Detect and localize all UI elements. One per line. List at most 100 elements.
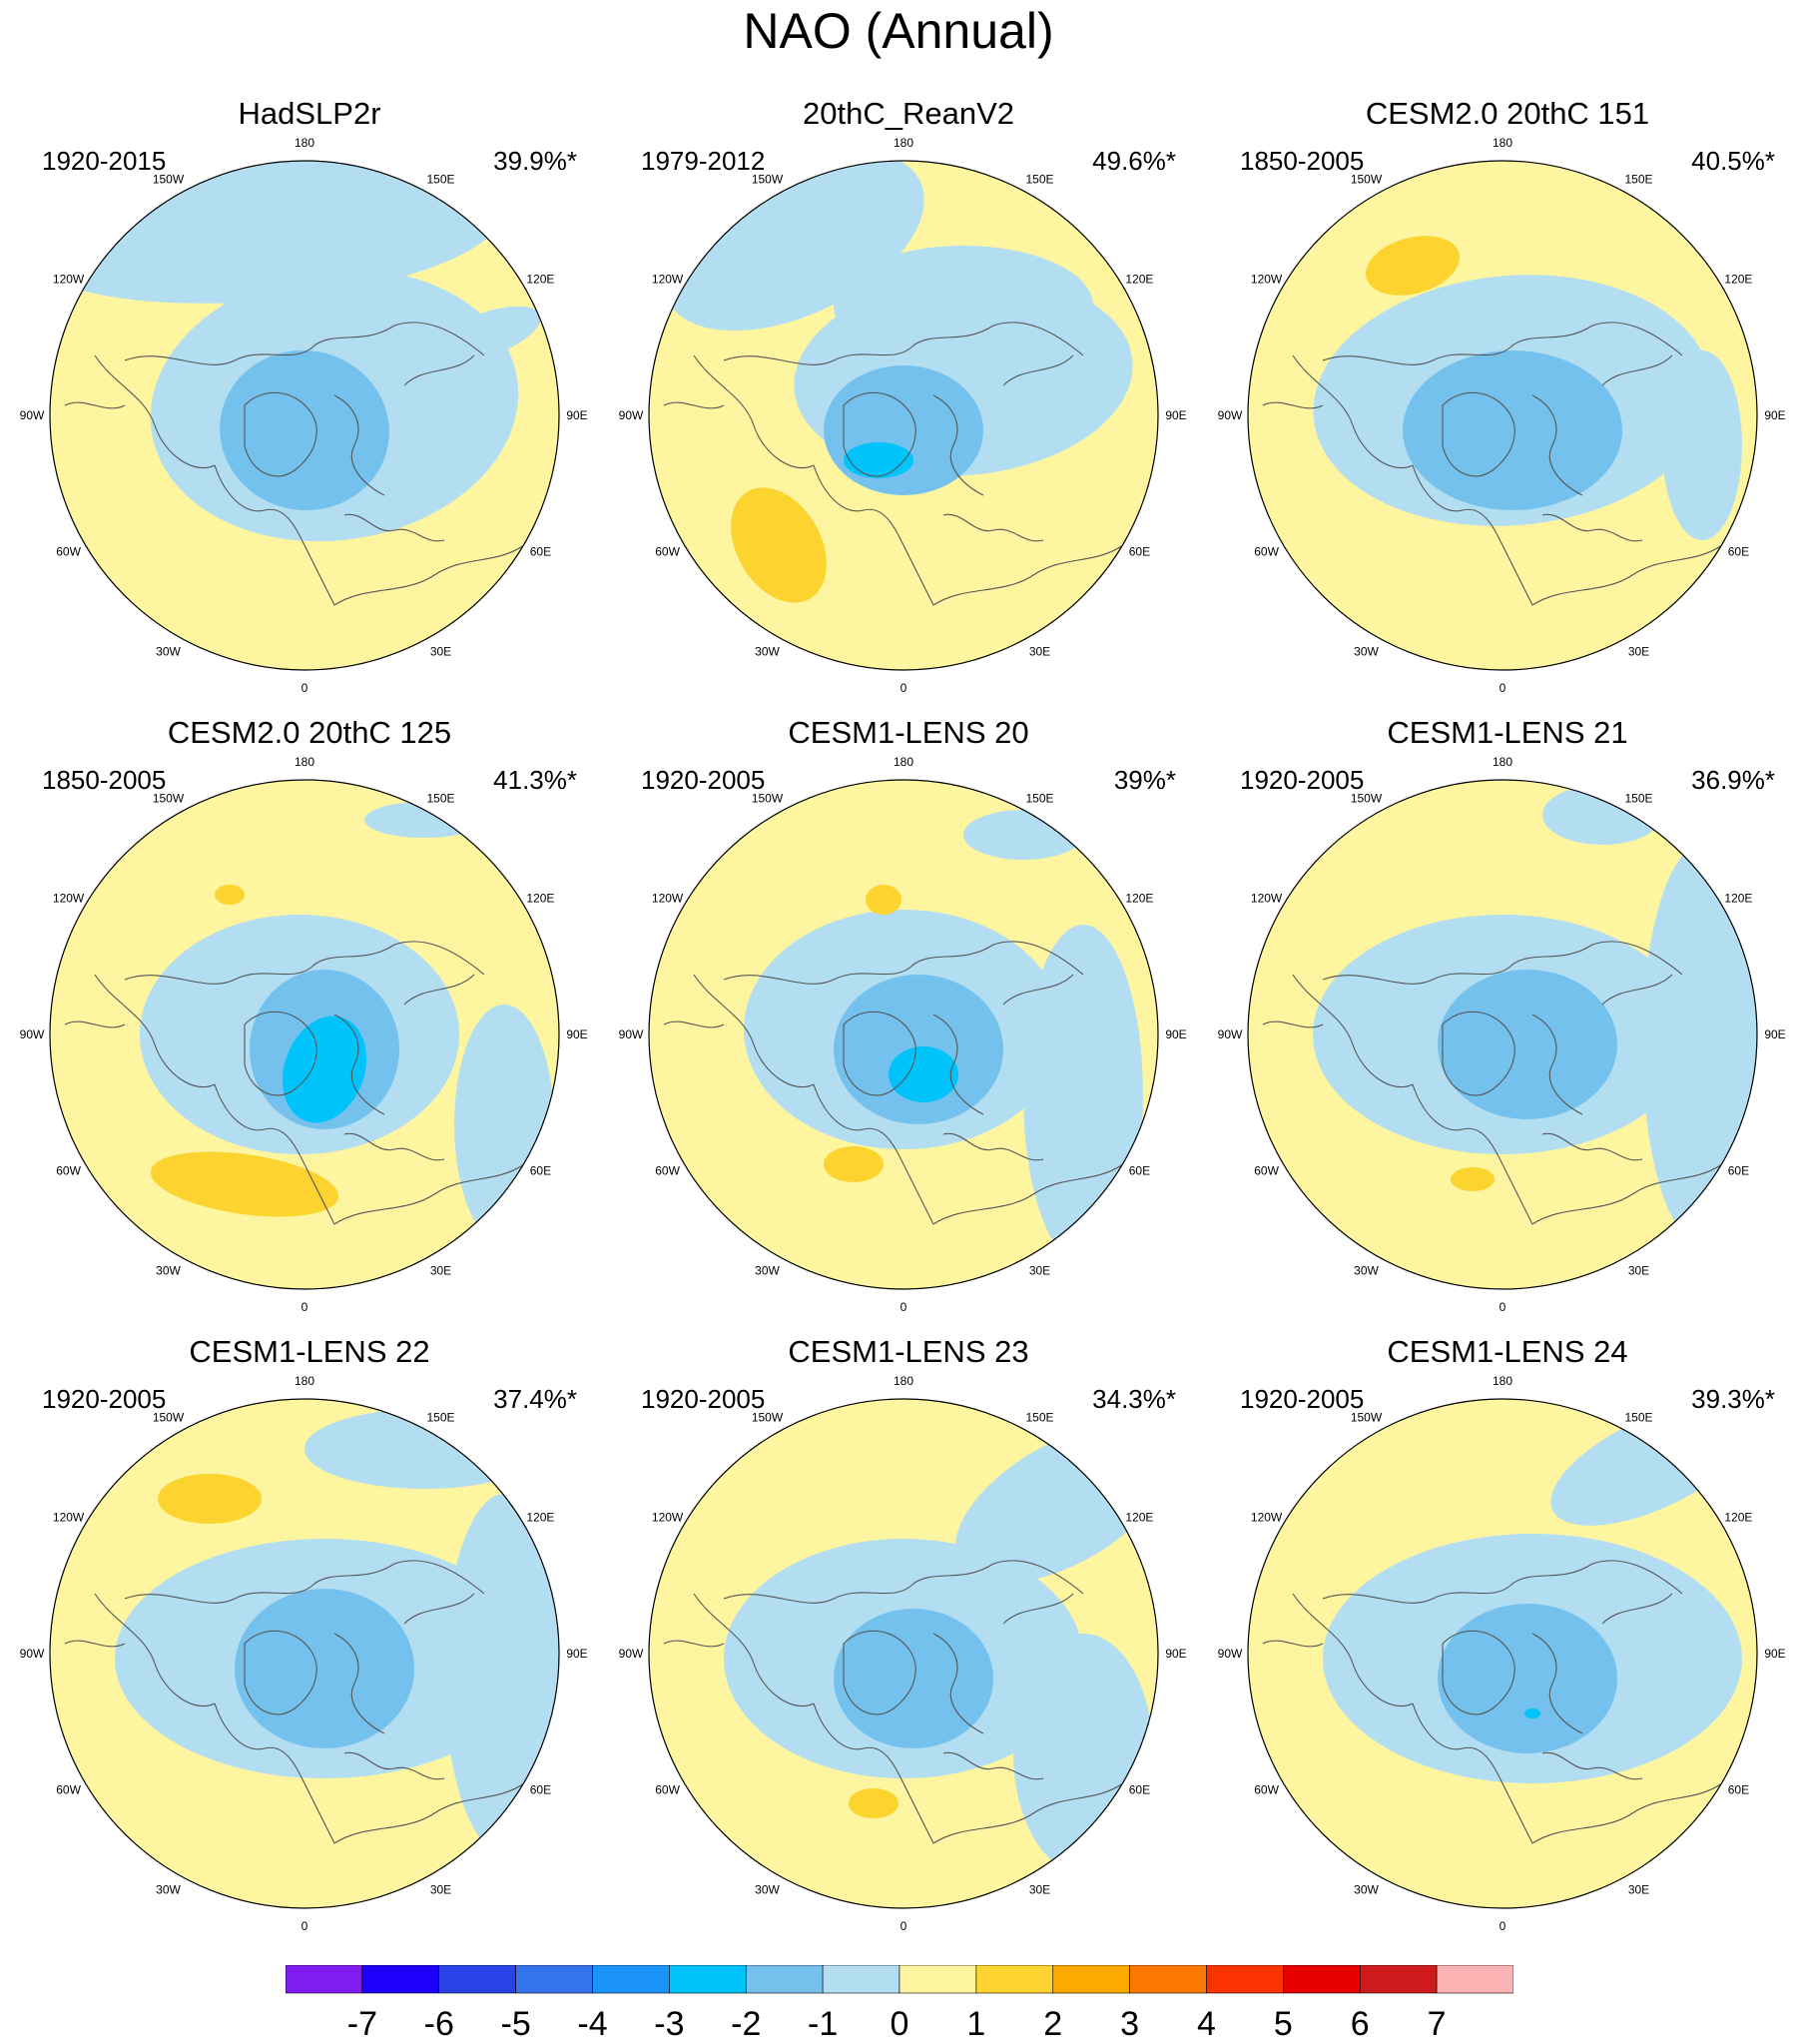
panel-percent: 39%*: [1113, 765, 1176, 795]
map-border: [49, 1398, 560, 1909]
coastline: [333, 1782, 525, 1844]
longitude-label: 60E: [1728, 545, 1749, 559]
colorbar-label: -1: [808, 2005, 838, 2043]
colorbar-label: -6: [424, 2005, 454, 2043]
anomaly-contour: [866, 885, 901, 915]
anomaly-contour: [215, 885, 245, 905]
coastline: [723, 322, 1084, 365]
coastline: [403, 1593, 475, 1625]
panel-period: 1920-2005: [641, 1384, 766, 1414]
coastlines: [663, 322, 1124, 606]
longitude-label: 150E: [1624, 1411, 1652, 1425]
coastline: [333, 1163, 525, 1225]
colorbar-label: -2: [731, 2005, 761, 2043]
coastline: [1002, 974, 1074, 1006]
longitude-label: 180: [295, 1374, 314, 1388]
coastline: [1262, 1021, 1324, 1028]
longitude-label: 180: [1493, 1374, 1512, 1388]
longitude-label: 120E: [526, 1511, 554, 1525]
coastline: [1541, 1132, 1643, 1161]
colorbar-swatch: [286, 1965, 363, 1994]
coastline: [1412, 1703, 1533, 1844]
map-panel-hadslp2r: HadSLP2r 1920-2015 39.9%* 180 150E 120E 90E…: [20, 96, 589, 695]
longitude-label: 60E: [1728, 1783, 1749, 1797]
coastline: [1531, 1782, 1723, 1844]
colorbar-label: -4: [577, 2005, 607, 2043]
coastline: [813, 464, 934, 606]
panel-title: CESM1-LENS 24: [1387, 1334, 1628, 1369]
coastline: [94, 1593, 216, 1707]
longitude-label: 150W: [153, 792, 185, 806]
panel-period: 1850-2005: [1240, 146, 1365, 176]
colorbar-swatch: [1436, 1965, 1513, 1994]
panel-percent: 49.6%*: [1092, 146, 1176, 176]
coastline: [1002, 1593, 1074, 1625]
longitude-label: 90W: [20, 408, 45, 422]
panel-title: CESM2.0 20thC 151: [1365, 96, 1650, 131]
coastline: [1412, 1083, 1533, 1225]
coastline: [1412, 464, 1533, 606]
longitude-label: 60W: [56, 1164, 81, 1178]
longitude-label: 30W: [156, 1263, 181, 1277]
longitude-label: 120E: [1125, 273, 1153, 287]
coastline: [932, 1163, 1124, 1225]
longitude-label: 60E: [530, 1164, 551, 1178]
longitude-label: 90E: [566, 1027, 587, 1041]
coastline: [1322, 941, 1683, 985]
coastline: [1541, 1751, 1643, 1780]
map-border: [648, 1398, 1159, 1909]
colorbar-label: 6: [1351, 2005, 1370, 2043]
coastlines: [64, 941, 525, 1225]
panel-percent: 39.3%*: [1691, 1384, 1775, 1414]
coastline: [1541, 513, 1643, 542]
longitude-label: 0: [900, 1919, 907, 1933]
longitude-label: 30E: [430, 1263, 451, 1277]
coastline: [1531, 1633, 1583, 1734]
longitude-label: 90E: [1764, 1027, 1785, 1041]
anomaly-contour: [1438, 970, 1617, 1119]
coastline: [932, 1782, 1124, 1844]
coastline: [843, 391, 916, 477]
coastline: [932, 1014, 984, 1115]
coastline: [1292, 354, 1414, 469]
polar-map: 180 150E 120E 90E 60E 30E 0 30W 60W 90W 120W 150W: [20, 136, 588, 695]
colorbar-swatch: [669, 1965, 747, 1994]
longitude-label: 120W: [652, 1511, 684, 1525]
coastline: [1531, 1163, 1723, 1225]
longitude-label: 150E: [1025, 792, 1053, 806]
longitude-label: 120W: [1251, 1511, 1283, 1525]
colorbar-swatch: [1359, 1965, 1438, 1994]
longitude-label: 30W: [1354, 1882, 1379, 1896]
colorbar-swatch: [1129, 1965, 1207, 1994]
colorbar-swatch: [822, 1965, 900, 1994]
map-panel-cesm1-lens-24: CESM1-LENS 24 1920-2005 39.3%* 180 150E 12…: [1218, 1334, 1787, 1933]
longitude-label: 30E: [430, 1882, 451, 1896]
longitude-label: 0: [900, 1300, 907, 1314]
colorbar-label: -5: [501, 2005, 531, 2043]
colorbar-label: 2: [1043, 2005, 1062, 2043]
longitude-label: 150E: [1624, 792, 1652, 806]
coastline: [343, 513, 445, 542]
anomaly-contour: [1524, 1708, 1540, 1718]
longitude-label: 60W: [1254, 1164, 1279, 1178]
longitude-label: 90W: [619, 1027, 644, 1041]
longitude-label: 60E: [530, 1783, 551, 1797]
longitude-label: 180: [295, 136, 314, 150]
coastline: [813, 1703, 934, 1844]
colorbar-swatch: [975, 1965, 1054, 1994]
panel-title: CESM1-LENS 23: [788, 1334, 1029, 1369]
longitude-label: 120E: [1724, 892, 1752, 906]
coastline: [693, 1593, 815, 1707]
anomaly-contour: [889, 1046, 958, 1102]
longitude-label: 150W: [153, 173, 185, 187]
map-border: [49, 779, 560, 1290]
coastline: [663, 1021, 725, 1028]
longitude-label: 90W: [20, 1647, 45, 1661]
colorbar-swatch: [1052, 1965, 1130, 1994]
colorbar-label: 3: [1120, 2005, 1139, 2043]
panel-period: 1979-2012: [641, 146, 766, 176]
polar-map: 180 150E 120E 90E 60E 30E 0 30W 60W 90W 120W 150W: [619, 136, 1187, 695]
longitude-label: 90E: [566, 1647, 587, 1661]
longitude-label: 90W: [1218, 1647, 1243, 1661]
longitude-label: 30E: [1628, 1882, 1649, 1896]
